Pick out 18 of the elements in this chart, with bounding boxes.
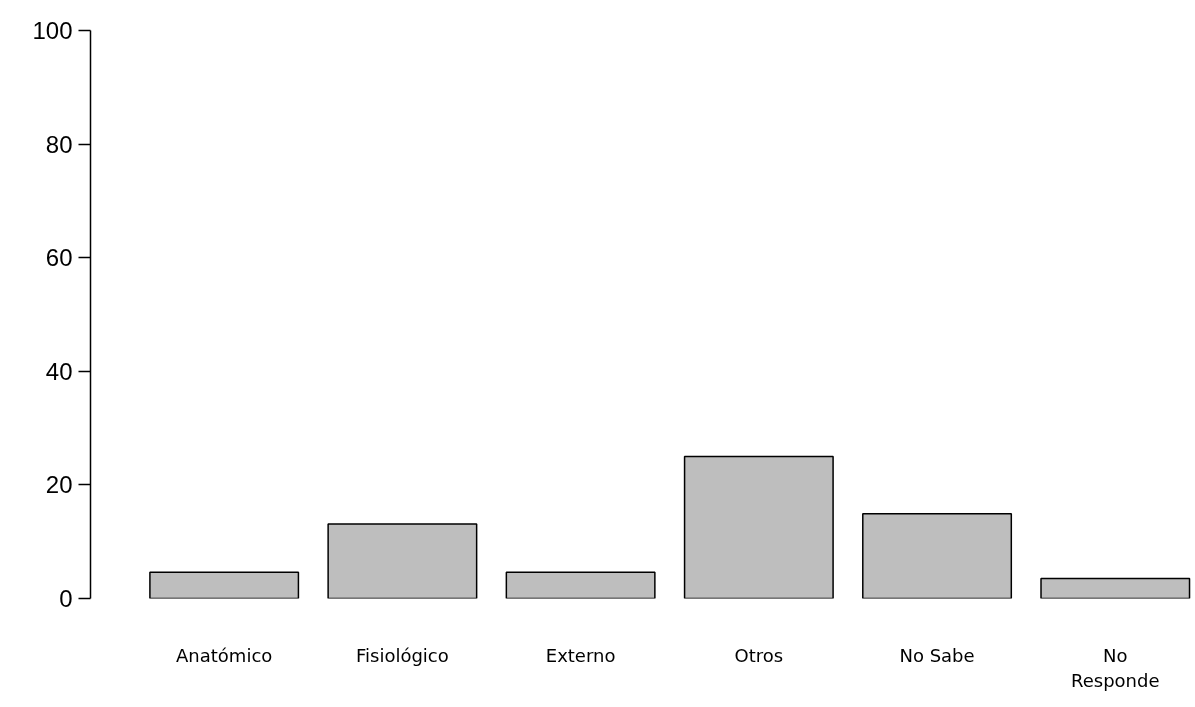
y-tick-label: 20 [45, 471, 73, 499]
x-tick-label: Externo [545, 644, 616, 666]
x-tick-label: No Responde [1071, 644, 1160, 691]
bar [327, 523, 478, 599]
x-tick-label: Anatómico [176, 644, 273, 666]
y-tick-label: 100 [32, 17, 73, 44]
bar [505, 571, 656, 599]
bar [683, 455, 834, 599]
bar [1040, 577, 1191, 599]
y-tick-label: 60 [45, 244, 73, 272]
y-tick-label: 0 [59, 585, 73, 612]
bar [862, 513, 1013, 599]
bar [149, 571, 300, 599]
y-tick-label: 40 [45, 357, 73, 385]
y-tick-label: 80 [45, 130, 73, 158]
x-tick-label: Otros [734, 644, 784, 666]
x-tick-label: No Sabe [899, 644, 975, 666]
x-tick-label: Fisiológico [355, 644, 449, 666]
